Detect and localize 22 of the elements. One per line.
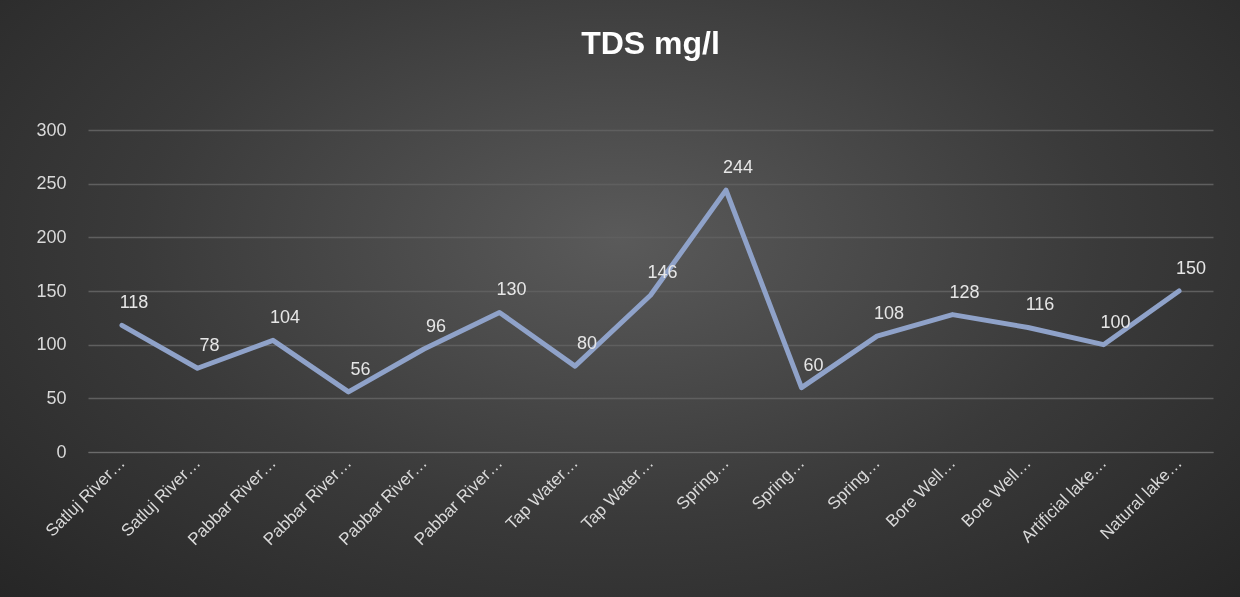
data-label: 78: [199, 335, 220, 356]
data-label: 56: [350, 358, 371, 379]
data-label: 108: [873, 303, 905, 324]
data-label: 60: [803, 354, 824, 375]
data-label: 100: [1100, 311, 1131, 332]
y-tick-label: 150: [36, 280, 67, 301]
data-label: 96: [425, 315, 447, 336]
chart-title: TDS mg/l: [581, 25, 720, 61]
data-label: 128: [949, 281, 980, 302]
y-tick-label: 200: [36, 226, 67, 247]
data-label: 130: [496, 279, 527, 300]
y-tick-label: 0: [56, 441, 67, 462]
y-tick-label: 50: [46, 387, 67, 408]
data-label: 150: [1176, 258, 1207, 278]
y-tick-label: 300: [36, 119, 67, 140]
y-tick-label: 100: [36, 334, 67, 355]
data-label: 104: [269, 307, 301, 328]
data-label: 80: [576, 333, 598, 354]
data-label: 244: [722, 157, 754, 178]
data-label: 118: [119, 292, 149, 313]
y-tick-label: 250: [36, 173, 67, 194]
data-label: 116: [1025, 294, 1055, 315]
